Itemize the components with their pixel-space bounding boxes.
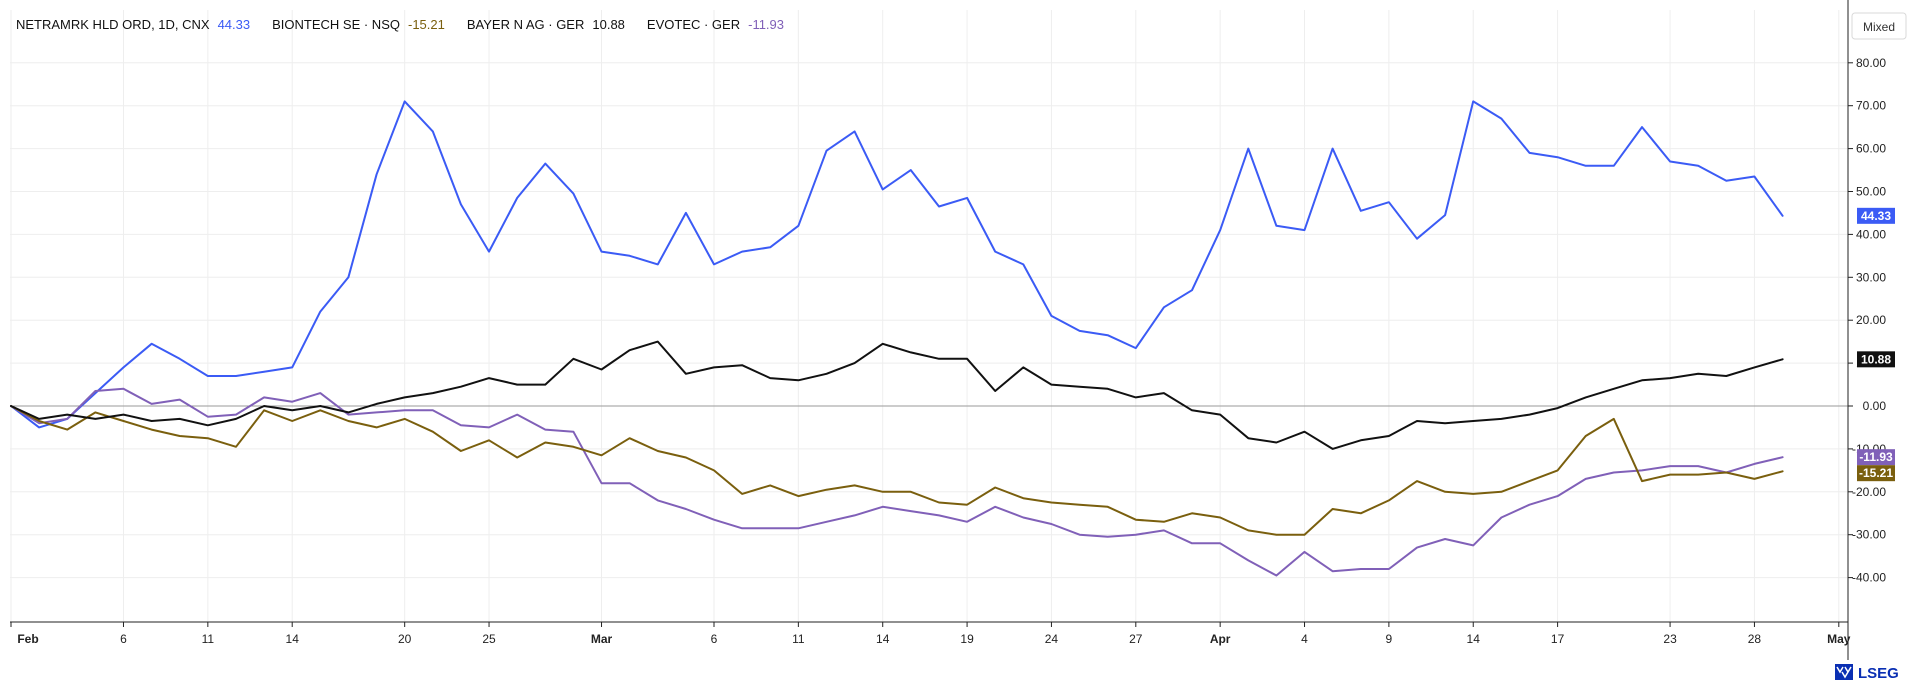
legend-item-2[interactable]: BAYER N AG · GER 10.88 [467, 17, 625, 32]
x-tick-label: 24 [1045, 632, 1059, 646]
lseg-logo-icon [1835, 664, 1853, 680]
axis-mode-control[interactable]: Mixed [1851, 12, 1907, 40]
x-tick-label: 11 [202, 632, 215, 646]
legend-series-name: BIONTECH SE · NSQ [272, 17, 400, 32]
x-tick-label: 4 [1301, 632, 1308, 646]
legend-item-0[interactable]: NETRAMRK HLD ORD, 1D, CNX 44.33 [16, 17, 250, 32]
x-tick-label: 28 [1748, 632, 1762, 646]
x-tick-label: 20 [398, 632, 412, 646]
x-tick-label: 19 [960, 632, 974, 646]
series-line-3[interactable] [10, 387, 1784, 577]
legend-item-1[interactable]: BIONTECH SE · NSQ -15.21 [272, 17, 445, 32]
y-tick-label: 0.00 [1863, 399, 1887, 413]
x-tick-label: Apr [1210, 632, 1231, 646]
y-tick-label: 50.00 [1856, 185, 1886, 199]
last-value-badge-text: 10.88 [1861, 352, 1891, 366]
y-tick-label: 40.00 [1856, 227, 1886, 241]
y-tick-label: 60.00 [1856, 142, 1886, 156]
x-tick-label: Mar [591, 632, 613, 646]
x-tick-label: Feb [17, 632, 38, 646]
lseg-logo: LSEG [1835, 664, 1899, 682]
y-tick-label: 80.00 [1856, 56, 1886, 70]
series-lines [10, 100, 1784, 577]
legend-series-name: BAYER N AG · GER [467, 17, 585, 32]
legend-series-value: -11.93 [748, 17, 784, 32]
last-value-badge-text: -11.93 [1859, 450, 1893, 464]
legend-series-value: 10.88 [592, 17, 625, 32]
lseg-logo-text: LSEG [1858, 665, 1899, 682]
x-tick-label: 14 [876, 632, 890, 646]
legend-series-name: EVOTEC · GER [647, 17, 740, 32]
series-line-0[interactable] [10, 100, 1784, 429]
x-tick-label: 27 [1129, 632, 1143, 646]
last-value-badge-text: -15.21 [1859, 466, 1893, 480]
last-value-badge [1857, 465, 1895, 482]
y-tick-label: -20.00 [1852, 485, 1886, 499]
last-value-badge [1857, 207, 1895, 224]
x-tick-label: 17 [1551, 632, 1565, 646]
legend[interactable]: NETRAMRK HLD ORD, 1D, CNX 44.33 BIONTECH S… [16, 17, 784, 32]
legend-item-3[interactable]: EVOTEC · GER -11.93 [647, 17, 784, 32]
y-tick-label: 70.00 [1856, 99, 1886, 113]
x-tick-label: May [1827, 632, 1851, 646]
y-tick-label: 20.00 [1856, 313, 1886, 327]
x-tick-label: 9 [1386, 632, 1393, 646]
x-tick-label: 14 [1467, 632, 1481, 646]
last-value-badges: 44.33 10.88 -11.93 -15.21 [1857, 207, 1895, 482]
legend-series-value: -15.21 [408, 17, 445, 32]
x-axis[interactable]: Feb 6 11 14 20 25 Mar 6 11 14 19 24 27 Apr 4 9 14 17 23 28 M… [10, 622, 1920, 646]
y-tick-label: -30.00 [1852, 528, 1886, 542]
axis-mode-button[interactable] [1851, 12, 1907, 40]
x-tick-label: 6 [120, 632, 127, 646]
last-value-badge [1857, 449, 1895, 466]
grid [10, 10, 1848, 622]
x-tick-label: 11 [792, 632, 805, 646]
x-tick-label: 14 [286, 632, 300, 646]
x-tick-label: 23 [1663, 632, 1677, 646]
series-line-2[interactable] [10, 340, 1784, 450]
axis-mode-label[interactable]: Mixed [1863, 20, 1895, 34]
y-tick-label: 30.00 [1856, 270, 1886, 284]
series-line-1[interactable] [10, 405, 1784, 536]
legend-series-name: NETRAMRK HLD ORD, 1D, CNX [16, 17, 210, 32]
x-tick-label: 25 [482, 632, 496, 646]
legend-series-value: 44.33 [218, 17, 251, 32]
last-value-badge [1857, 351, 1895, 368]
last-value-badge-text: 44.33 [1861, 209, 1891, 223]
y-tick-label: -40.00 [1852, 571, 1886, 585]
axes [10, 0, 1849, 660]
x-tick-label: 6 [711, 632, 718, 646]
